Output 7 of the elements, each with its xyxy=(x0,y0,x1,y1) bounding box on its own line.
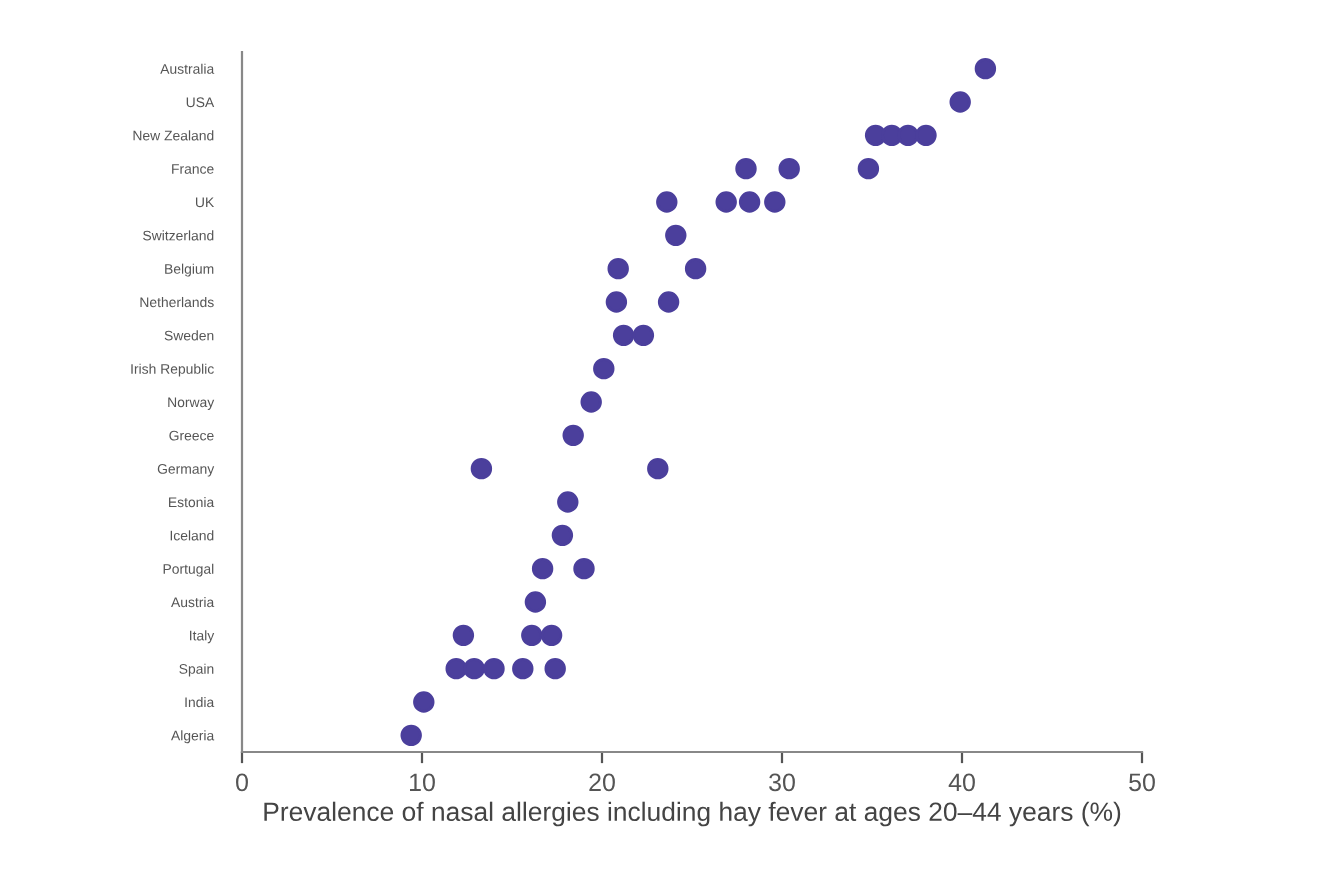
x-axis-title: Prevalence of nasal allergies including hay fever at ages 20–44 years (%) xyxy=(264,801,1121,827)
x-tick-label: 40 xyxy=(948,773,975,792)
x-tick-label: 50 xyxy=(1129,773,1155,792)
x-tick-label: 0 xyxy=(236,773,248,792)
x-tick-label: 30 xyxy=(769,773,795,792)
x-tick-label: 20 xyxy=(589,773,615,792)
x-tick-label: 10 xyxy=(410,773,435,792)
